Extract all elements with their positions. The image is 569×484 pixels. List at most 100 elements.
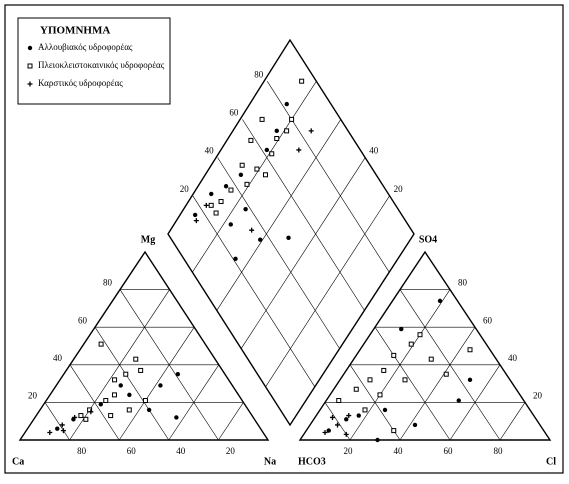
grid-line — [119, 289, 219, 441]
axis-label: Mg — [141, 234, 155, 245]
tick-label: 20 — [533, 390, 543, 400]
tick-label: 80 — [77, 446, 87, 456]
point — [213, 210, 219, 216]
tick-label: 20 — [226, 446, 236, 456]
grid-line — [349, 289, 451, 441]
point — [259, 116, 265, 122]
point — [417, 332, 423, 338]
point — [126, 407, 132, 413]
point — [269, 151, 275, 157]
point — [258, 237, 263, 242]
point — [223, 184, 229, 189]
axis-label: Na — [264, 456, 276, 467]
point — [254, 166, 260, 172]
point — [367, 377, 373, 383]
frame — [4, 4, 564, 474]
point — [174, 415, 179, 420]
tick-label: 20 — [28, 390, 38, 400]
legend-marker — [27, 63, 33, 69]
point — [399, 326, 404, 332]
legend-marker — [27, 81, 33, 87]
tick-label: 40 — [205, 146, 215, 156]
legend-marker — [27, 45, 33, 51]
point — [356, 413, 361, 418]
point — [47, 429, 53, 435]
tick-label: 80 — [254, 69, 264, 79]
tick-label: 60 — [229, 107, 239, 117]
tick-label: 20 — [180, 184, 190, 194]
point — [284, 101, 289, 107]
point — [98, 341, 104, 347]
axis-label: Ca — [12, 456, 24, 467]
point — [391, 352, 397, 358]
point — [138, 367, 144, 373]
tick-label: 60 — [483, 315, 493, 325]
legend-label: Καρστικός υδροφορέας — [38, 78, 123, 88]
grid-line — [499, 402, 526, 441]
point — [60, 428, 66, 434]
grid-line — [94, 327, 170, 441]
point — [289, 116, 295, 122]
point — [286, 235, 291, 241]
point — [362, 407, 368, 413]
point — [203, 202, 209, 208]
point — [467, 377, 473, 383]
grid-line — [192, 195, 316, 387]
grid-line — [449, 364, 501, 441]
point — [228, 187, 234, 193]
point — [375, 437, 380, 443]
point — [274, 136, 280, 141]
point — [233, 256, 238, 262]
axis-label: Cl — [546, 456, 556, 467]
tick-label: 20 — [394, 184, 404, 194]
cation-triangle — [18, 250, 270, 441]
tick-label: 80 — [103, 278, 113, 288]
point — [228, 222, 233, 227]
tick-label: 60 — [444, 446, 454, 456]
point — [428, 356, 434, 362]
point — [249, 227, 255, 233]
tick-label: 40 — [53, 353, 63, 363]
point — [381, 367, 387, 373]
tick-label: 80 — [494, 446, 504, 456]
point — [437, 298, 443, 304]
grid-line — [118, 327, 195, 441]
point — [243, 206, 248, 212]
point — [330, 414, 335, 420]
grid-line — [242, 119, 365, 311]
point — [55, 426, 60, 431]
grid-line — [266, 81, 390, 273]
point — [175, 372, 181, 377]
point — [103, 398, 109, 404]
tick-label: 40 — [394, 446, 404, 456]
point — [88, 409, 94, 415]
diamond — [167, 38, 415, 427]
grid-line — [216, 119, 342, 311]
point — [408, 341, 414, 347]
point — [83, 416, 89, 422]
point — [146, 407, 152, 413]
grid-line — [192, 81, 317, 273]
point — [308, 128, 314, 134]
point — [112, 377, 118, 383]
point — [343, 431, 349, 437]
legend-title: ΥΠΟΜΝΗΜΑ — [40, 25, 110, 37]
point — [127, 392, 132, 398]
point — [218, 199, 224, 205]
grid-line — [218, 402, 244, 441]
point — [98, 402, 103, 407]
point — [382, 407, 388, 413]
point — [244, 181, 250, 187]
point — [402, 377, 408, 383]
point — [344, 417, 349, 422]
point — [326, 428, 331, 433]
point — [238, 172, 244, 177]
anion-triangle — [298, 250, 552, 441]
point — [72, 414, 78, 420]
point — [262, 172, 268, 178]
point — [208, 202, 214, 208]
point — [78, 413, 84, 419]
grid-line — [69, 364, 120, 441]
point — [133, 356, 139, 362]
